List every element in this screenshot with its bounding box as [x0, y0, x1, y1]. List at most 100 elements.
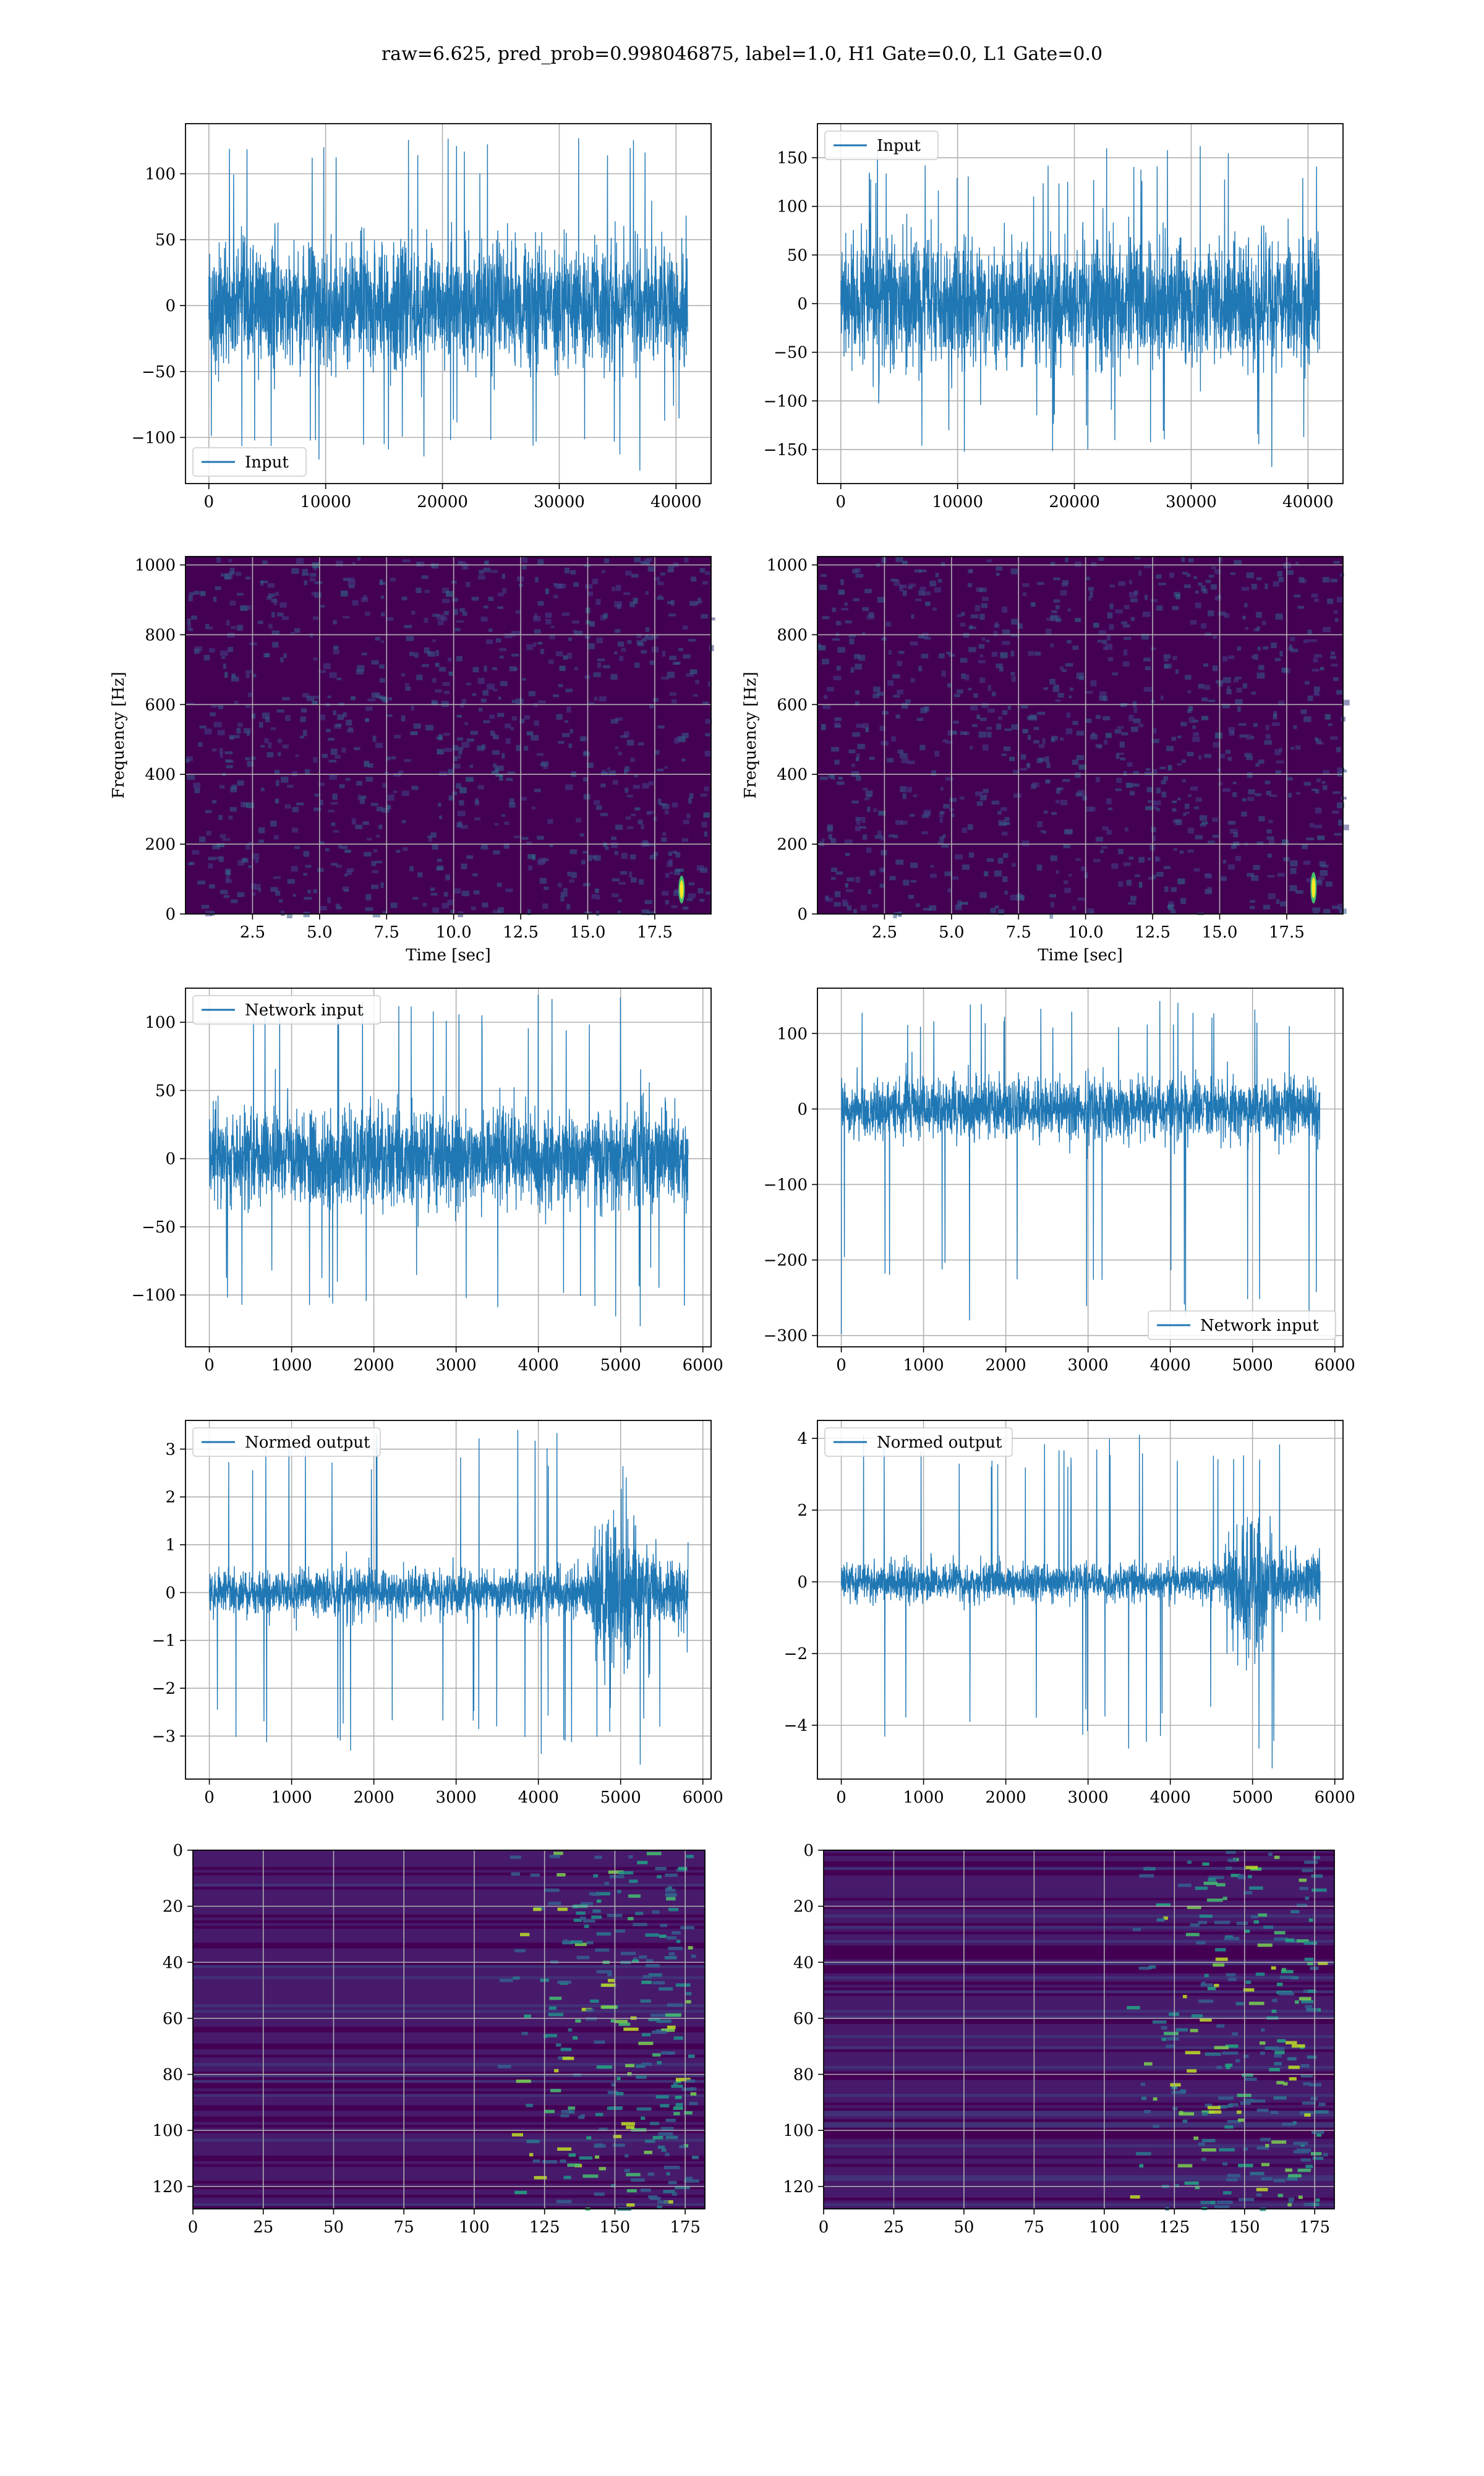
heatmap-cell — [1091, 561, 1097, 567]
heatmap-cell — [645, 562, 650, 565]
heatmap-streak — [690, 2087, 697, 2091]
heatmap-cell — [1013, 793, 1021, 798]
heatmap-cell — [421, 575, 429, 579]
heatmap-cell — [1064, 829, 1072, 835]
heatmap-row — [824, 2200, 1334, 2204]
heatmap-streak — [1304, 2113, 1311, 2117]
heatmap-cell — [893, 912, 897, 918]
heatmap-streak — [1208, 1877, 1216, 1882]
x-tick-label: 6000 — [1315, 1356, 1355, 1375]
heatmap-streak — [1253, 1920, 1259, 1924]
heatmap-cell — [1256, 612, 1262, 618]
heatmap-row — [193, 2007, 705, 2010]
y-tick-label: 400 — [777, 766, 808, 784]
heatmap-cell — [498, 592, 504, 597]
heatmap-cell — [899, 584, 907, 589]
heatmap-cell — [186, 756, 193, 761]
heatmap-cell — [1199, 815, 1208, 821]
heatmap-cell — [285, 715, 291, 721]
heatmap-cell — [1265, 733, 1271, 740]
heatmap-streak — [1207, 2106, 1221, 2109]
x-tick-label: 6000 — [1315, 1788, 1355, 1807]
heatmap-cell — [895, 860, 904, 865]
heatmap-cell — [1208, 574, 1214, 578]
series-line — [840, 1001, 1321, 1334]
heatmap-cell — [1098, 630, 1106, 634]
heatmap-cell — [336, 560, 343, 567]
heatmap-cell — [1303, 782, 1311, 786]
heatmap-cell — [360, 798, 365, 805]
heatmap-cell — [1156, 872, 1164, 877]
heatmap-cell — [1068, 874, 1072, 877]
heatmap-cell — [1334, 833, 1342, 836]
heatmap-cell — [1135, 874, 1140, 877]
heatmap-cell — [614, 651, 618, 655]
heatmap-row — [193, 2155, 705, 2159]
heatmap-streak — [582, 1919, 595, 1923]
heatmap-streak — [675, 2185, 690, 2190]
x-tick-label: 5.0 — [307, 923, 332, 942]
x-tick-label: 50 — [953, 2218, 974, 2237]
x-tick-label: 3000 — [1068, 1788, 1109, 1807]
heatmap-cell — [438, 620, 444, 626]
heatmap-cell — [1050, 902, 1055, 908]
heatmap-streak — [642, 1975, 652, 1979]
heatmap-cell — [639, 879, 644, 885]
x-tick-label: 2000 — [986, 1788, 1026, 1807]
heatmap-cell — [923, 591, 931, 596]
heatmap-cell — [674, 869, 681, 876]
heatmap-row — [824, 2197, 1334, 2201]
heatmap-streak — [1243, 1891, 1253, 1895]
heatmap-cell — [969, 568, 973, 573]
heatmap-cell — [370, 803, 378, 806]
heatmap-cell — [649, 855, 657, 860]
heatmap-cell — [686, 898, 693, 902]
heatmap-cell — [522, 565, 527, 570]
heatmap-streak — [628, 1894, 641, 1898]
heatmap-cell — [828, 775, 834, 779]
heatmap-cell — [891, 736, 896, 741]
heatmap-cell — [585, 584, 593, 589]
heatmap-cell — [630, 758, 635, 762]
heatmap-row — [824, 1948, 1334, 1952]
heatmap-cell — [1124, 605, 1130, 610]
heatmap-cell — [834, 902, 841, 907]
heatmap-cell — [565, 720, 568, 724]
heatmap-streak — [1290, 1976, 1299, 1979]
heatmap-cell — [1261, 621, 1266, 625]
heatmap-row — [193, 2206, 705, 2209]
heatmap-streak — [685, 2177, 693, 2180]
heatmap-cell — [441, 701, 449, 707]
heatmap-cell — [647, 566, 655, 572]
heatmap-cell — [1009, 756, 1015, 761]
y-tick-label: 40 — [163, 1953, 183, 1972]
heatmap-cell — [234, 701, 239, 704]
heatmap-cell — [229, 806, 237, 812]
heatmap-cell — [262, 560, 268, 565]
heatmap-cell — [1163, 654, 1171, 659]
heatmap-cell — [286, 913, 292, 919]
heatmap-cell — [1222, 656, 1228, 662]
heatmap-cell — [1185, 675, 1192, 680]
heatmap-streak — [529, 2153, 534, 2157]
heatmap-cell — [627, 640, 632, 644]
heatmap-cell — [976, 801, 983, 806]
heatmap-streak — [1299, 1887, 1308, 1890]
heatmap-streak — [1172, 2106, 1178, 2111]
heatmap-streak — [646, 1964, 660, 1968]
heatmap-cell — [1121, 732, 1128, 736]
heatmap-streak — [1214, 2046, 1229, 2049]
heatmap-cell — [1267, 853, 1273, 858]
heatmap-cell — [1044, 756, 1049, 763]
heatmap-cell — [1155, 857, 1161, 861]
heatmap-row — [824, 1957, 1334, 1960]
heatmap-cell — [1294, 594, 1301, 598]
heatmap-row — [193, 2046, 705, 2050]
heatmap-cell — [1217, 768, 1221, 772]
heatmap-cell — [309, 633, 313, 638]
heatmap-cell — [662, 651, 666, 657]
heatmap-cell — [348, 727, 353, 731]
heatmap-streak — [1236, 1921, 1248, 1925]
